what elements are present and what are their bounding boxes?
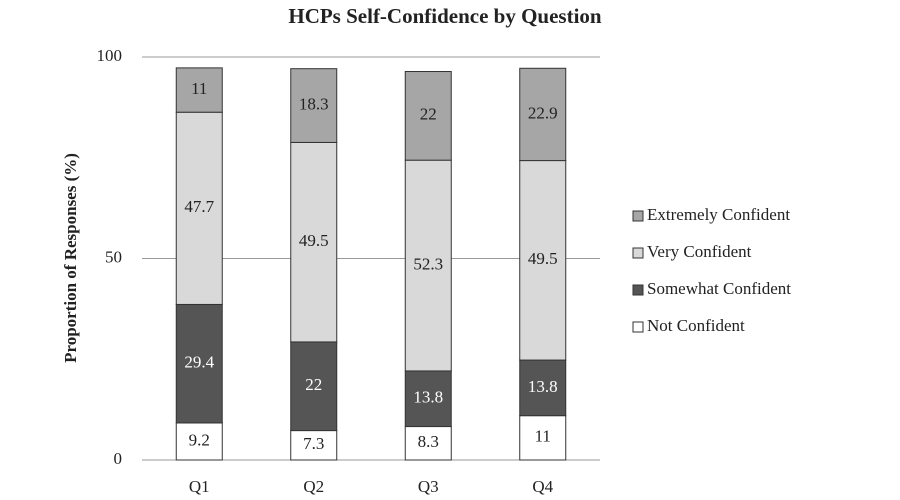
data-label: 8.3 [418,432,439,451]
bar-segment [175,422,223,461]
y-tick-label: 0 [114,449,123,468]
bar-segment [290,341,338,432]
data-label: 49.5 [528,249,558,268]
bar-segment [519,67,567,162]
bar-segment [175,303,223,424]
bar-segment [290,430,338,461]
y-axis-label: Proportion of Responses (%) [61,153,80,363]
legend-label: Extremely Confident [647,205,790,224]
data-label: 9.2 [189,430,210,449]
legend-swatch [632,284,644,296]
legend-label: Somewhat Confident [647,279,791,298]
data-label: 47.7 [184,197,214,216]
x-tick-label: Q3 [418,477,439,496]
data-label: 22 [305,375,322,394]
bar-segment [175,67,223,113]
y-tick-label: 50 [105,247,122,266]
data-label: 22.9 [528,103,558,122]
y-tick-label: 100 [97,46,123,65]
bar-segment [404,71,452,161]
bar-segment [404,159,452,372]
legend-swatch [632,210,644,222]
data-label: 11 [191,79,207,98]
data-label: 52.3 [413,254,443,273]
legend-swatch [632,247,644,259]
bar-segment [175,111,223,305]
bar-segment [404,426,452,461]
chart-title: HCPs Self-Confidence by Question [288,4,602,28]
data-label: 13.8 [528,377,558,396]
x-tick-label: Q1 [189,477,210,496]
bar-segment [290,68,338,143]
x-tick-label: Q4 [532,477,553,496]
legend-swatch [632,321,644,333]
data-label: 29.4 [184,353,214,372]
data-label: 22 [420,105,437,124]
bar-segment [290,141,338,343]
data-label: 49.5 [299,231,329,250]
data-label: 7.3 [303,434,324,453]
data-label: 11 [535,427,551,446]
bar-segment [519,415,567,461]
data-label: 13.8 [413,388,443,407]
bar-segment [519,160,567,361]
x-tick-label: Q2 [303,477,324,496]
legend-label: Very Confident [647,242,752,261]
data-label: 18.3 [299,94,329,113]
legend-label: Not Confident [647,316,745,335]
